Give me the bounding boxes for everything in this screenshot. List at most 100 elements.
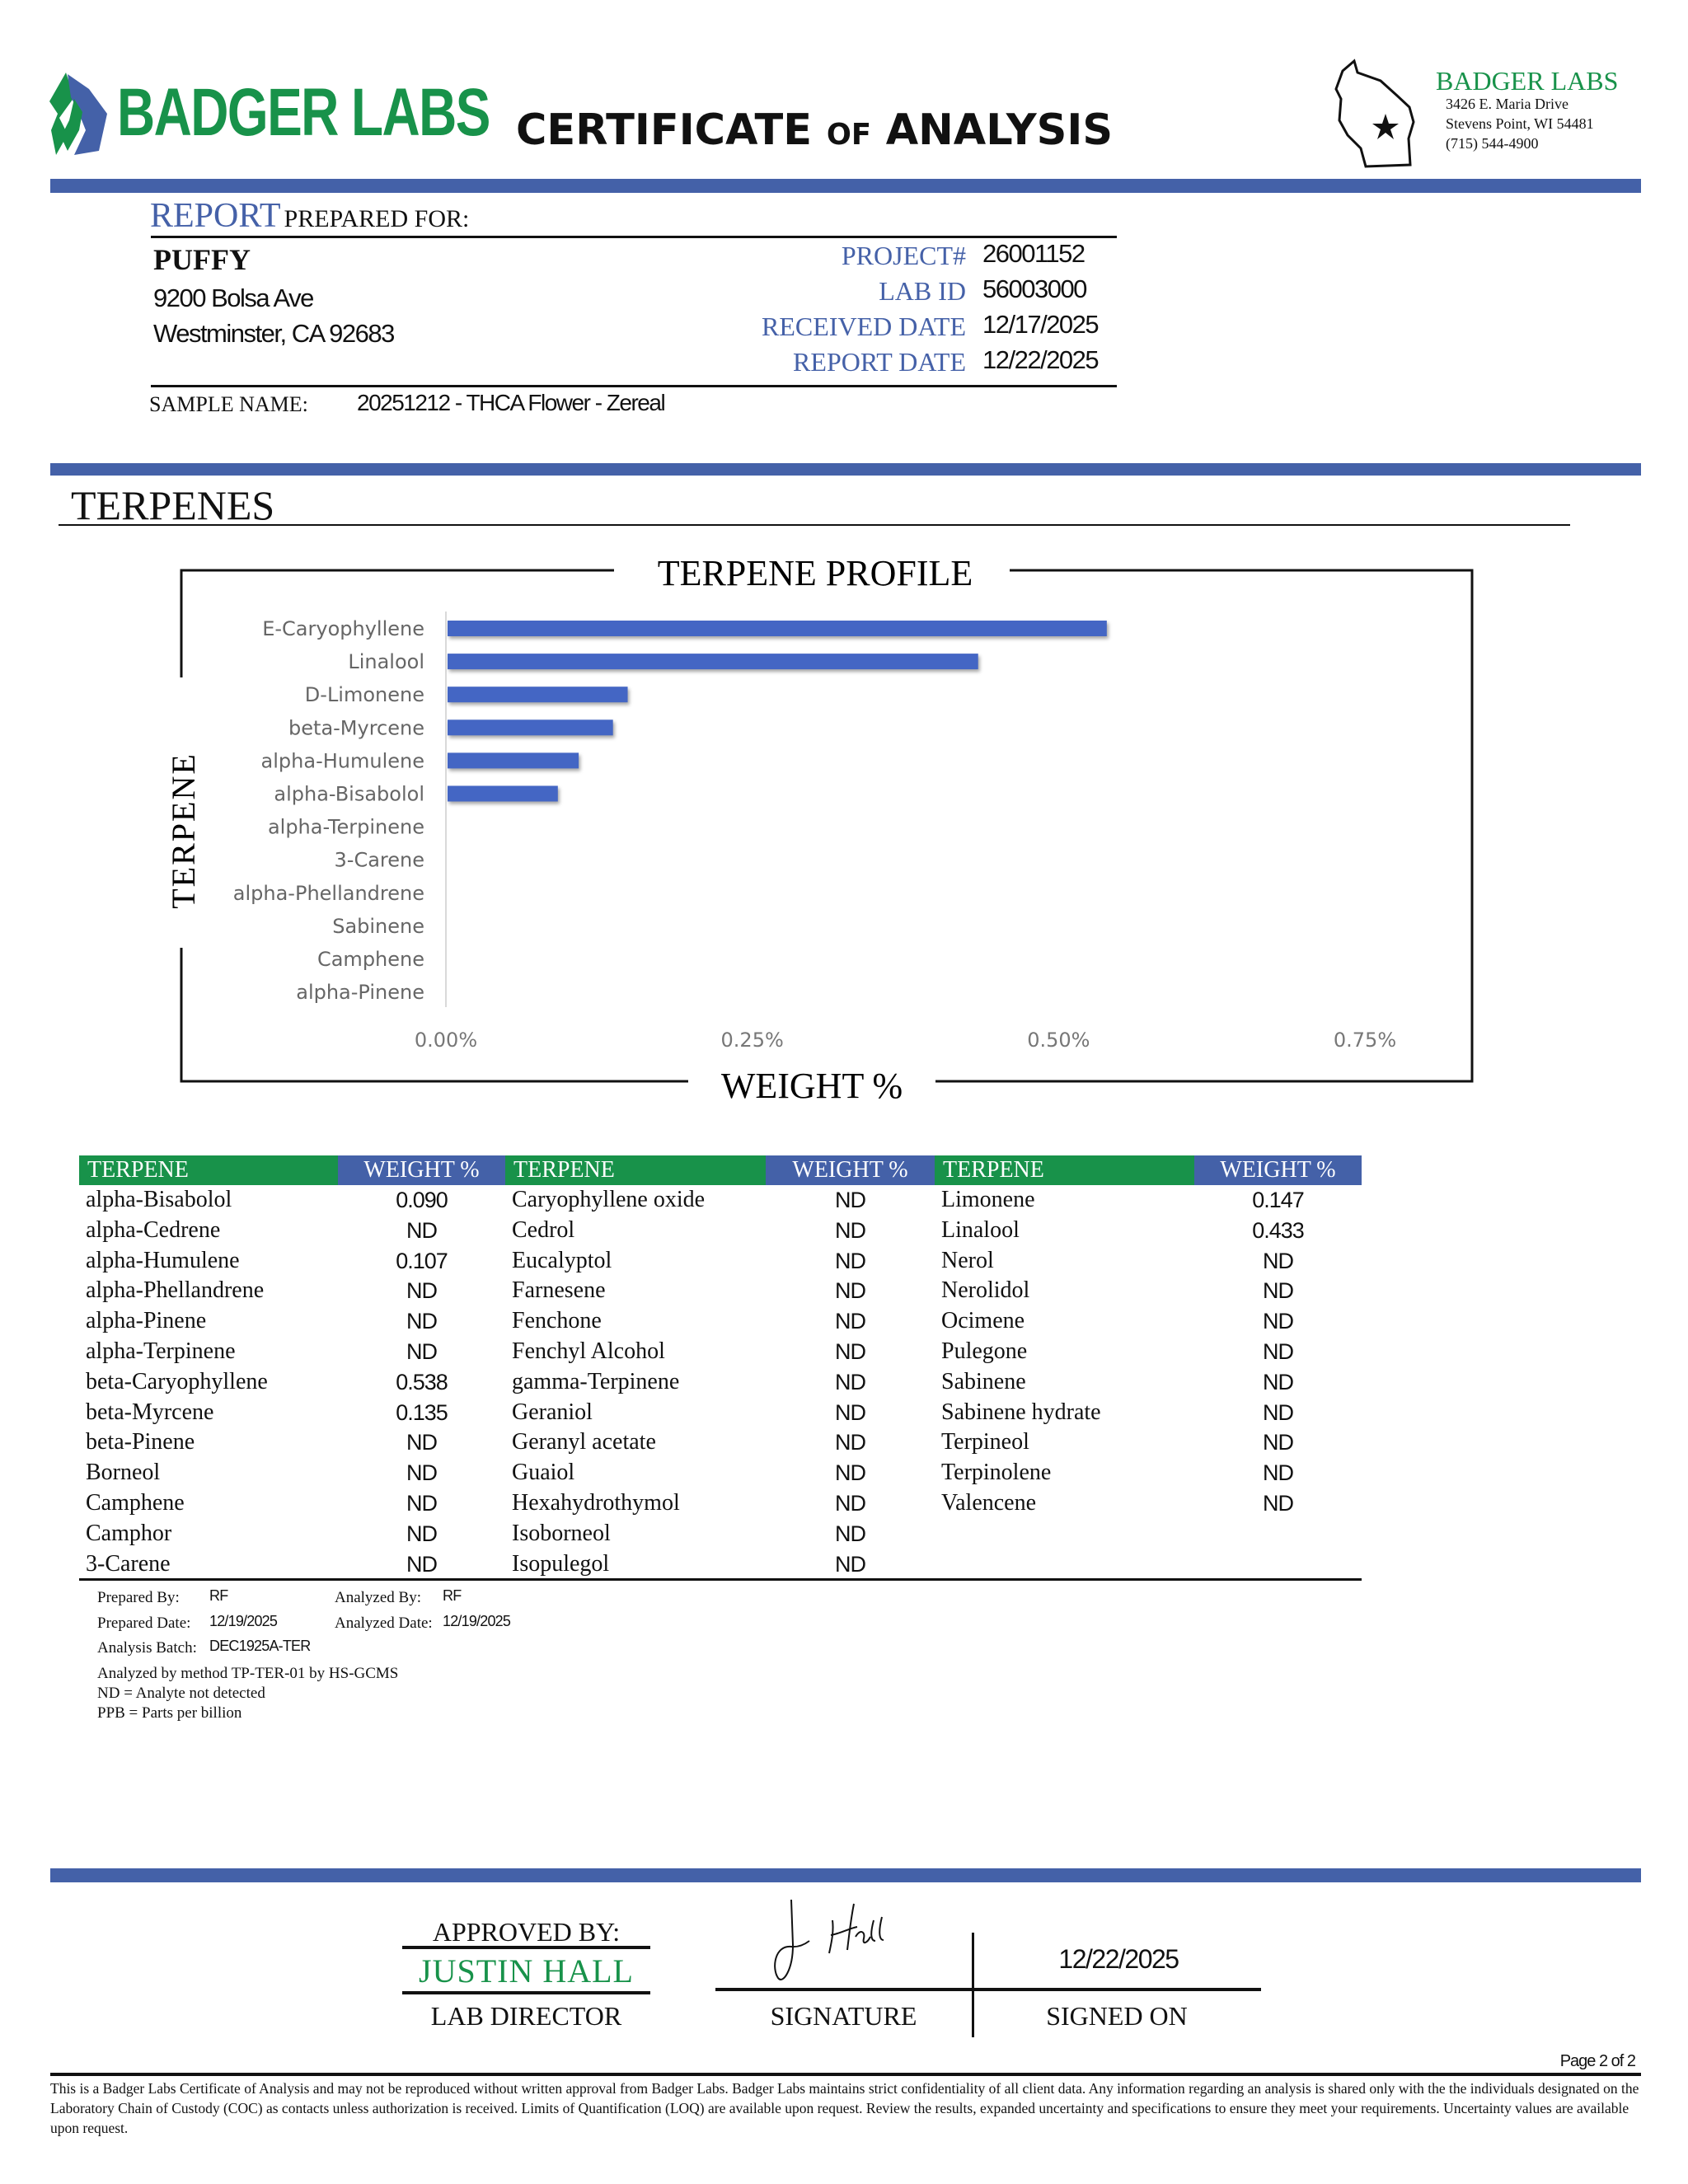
terpene-name-cell: Limonene <box>941 1187 1035 1212</box>
terpene-name-cell: Eucalyptol <box>512 1247 612 1273</box>
analysis-batch-label: Analysis Batch: <box>97 1639 197 1657</box>
terpene-name-cell: Nerol <box>941 1247 994 1273</box>
header-weight-3: WEIGHT % <box>1194 1155 1362 1185</box>
lab-name: BADGER LABS <box>1436 66 1619 96</box>
header-divider-bar <box>50 179 1641 193</box>
weight-cell: ND <box>1263 1309 1294 1334</box>
table-row: alpha-Humulene 0.107 Eucalyptol ND Nerol ND <box>79 1246 1362 1277</box>
weight-cell: ND <box>406 1309 438 1334</box>
weight-cell: ND <box>406 1490 438 1516</box>
weight-cell: 0.147 <box>1252 1188 1305 1212</box>
signed-on-label: SIGNED ON <box>1046 2001 1188 2031</box>
chart-bar <box>448 719 613 736</box>
lab-id-label: LAB ID <box>879 276 966 306</box>
weight-cell: ND <box>406 1460 438 1486</box>
table-header-row: TERPENE WEIGHT % TERPENE WEIGHT % TERPEN… <box>79 1155 1362 1185</box>
terpene-name-cell: Fenchyl Alcohol <box>512 1338 665 1364</box>
prepared-date-label: Prepared Date: <box>97 1615 191 1632</box>
chart-x-tick-label: 0.50% <box>1027 1029 1090 1052</box>
analyzed-date-value: 12/19/2025 <box>443 1613 511 1629</box>
chart-bar <box>448 687 628 703</box>
chart-category-label: alpha-Bisabolol <box>274 783 424 806</box>
weight-cell: ND <box>835 1309 866 1334</box>
terpene-name-cell: Hexahydrothymol <box>512 1489 680 1516</box>
prepared-date-value: 12/19/2025 <box>209 1613 278 1629</box>
header-terpene-1: TERPENE <box>79 1155 338 1185</box>
chart-bar <box>448 621 1107 636</box>
chart-x-axis-label: WEIGHT % <box>721 1066 903 1106</box>
terpene-name-cell: Nerolidol <box>941 1277 1030 1304</box>
weight-cell: ND <box>1263 1490 1294 1516</box>
weight-cell: ND <box>406 1521 438 1546</box>
chart-category-label: beta-Myrcene <box>288 716 424 739</box>
analyzed-date-label: Analyzed Date: <box>335 1615 433 1632</box>
chart-category-label: 3-Carene <box>335 849 424 872</box>
terpene-name-cell <box>935 1519 1194 1549</box>
terpene-name-cell: Camphene <box>86 1489 185 1516</box>
analyzed-by-value: RF <box>443 1587 462 1604</box>
chart-category-label: Sabinene <box>332 915 424 938</box>
wisconsin-map-icon <box>1334 59 1415 168</box>
weight-cell: ND <box>835 1490 866 1516</box>
chart-title: TERPENE PROFILE <box>658 553 973 593</box>
project-label: PROJECT# <box>841 241 966 270</box>
chart-category-label: alpha-Humulene <box>261 749 424 772</box>
chart-y-axis-label: TERPENE <box>165 752 202 909</box>
title-certificate: CERTIFICATE <box>516 105 813 155</box>
table-row: Camphene ND Hexahydrothymol ND Valencene ND <box>79 1488 1362 1519</box>
weight-cell: ND <box>835 1521 866 1546</box>
section-title: TERPENES <box>71 482 275 528</box>
disclaimer: This is a Badger Labs Certificate of Ana… <box>50 2080 1639 2136</box>
table-row: alpha-Terpinene ND Fenchyl Alcohol ND Pulego… <box>79 1337 1362 1367</box>
approver-role: LAB DIRECTOR <box>430 2001 622 2031</box>
weight-cell: ND <box>835 1217 866 1243</box>
terpene-name-cell: alpha-Terpinene <box>86 1338 236 1364</box>
terpene-name-cell: Borneol <box>86 1460 161 1486</box>
weight-cell: 0.135 <box>396 1399 448 1425</box>
header-weight-1: WEIGHT % <box>338 1155 505 1185</box>
client-name: PUFFY <box>153 243 251 276</box>
terpene-name-cell: alpha-Cedrene <box>86 1216 221 1243</box>
report-date-value: 12/22/2025 <box>982 345 1100 374</box>
terpene-name-cell: Geraniol <box>512 1399 593 1425</box>
chart-bar <box>448 752 579 769</box>
terpene-name-cell: Isoborneol <box>512 1520 611 1546</box>
lab-address-2: Stevens Point, WI 54481 <box>1446 115 1594 132</box>
weight-cell: ND <box>835 1430 866 1455</box>
prepared-for-word: PREPARED FOR: <box>284 205 470 232</box>
method-note: Analyzed by method TP-TER-01 by HS-GCMS <box>97 1665 399 1682</box>
table-row: beta-Pinene ND Geranyl acetate ND Terpineol N… <box>79 1427 1362 1458</box>
chart-x-tick-label: 0.75% <box>1334 1029 1396 1052</box>
terpene-name-cell: Fenchone <box>512 1308 602 1334</box>
terpene-name-cell <box>935 1549 1194 1580</box>
star-icon <box>1372 114 1399 139</box>
signature-image <box>774 1899 884 1980</box>
title-analysis: ANALYSIS <box>885 105 1114 155</box>
weight-cell: ND <box>835 1551 866 1577</box>
weight-cell: ND <box>1263 1460 1294 1486</box>
terpene-name-cell: alpha-Bisabolol <box>86 1187 232 1212</box>
weight-cell: 0.107 <box>396 1248 448 1273</box>
terpene-name-cell: 3-Carene <box>86 1550 171 1577</box>
document-title: CERTIFICATE OF ANALYSIS <box>516 105 1113 160</box>
table-row: alpha-Pinene ND Fenchone ND Ocimene ND <box>79 1306 1362 1337</box>
badger-labs-leaf-logo-icon <box>49 73 107 155</box>
approver-name: JUSTIN HALL <box>419 1952 634 1990</box>
table-row: 3-Carene ND Isopulegol ND <box>79 1549 1362 1580</box>
weight-cell: ND <box>835 1399 866 1425</box>
terpene-name-cell: Valencene <box>941 1489 1037 1516</box>
received-date-label: RECEIVED DATE <box>762 312 966 341</box>
chart-category-label: Camphene <box>317 948 424 971</box>
signed-date-value: 12/22/2025 <box>1058 1944 1179 1974</box>
table-row: alpha-Phellandrene ND Farnesene ND Nerolidol… <box>79 1276 1362 1306</box>
table-row: beta-Caryophyllene 0.538 gamma-Terpinene ND… <box>79 1367 1362 1398</box>
section-divider-bar <box>50 463 1641 476</box>
header-terpene-3: TERPENE <box>935 1155 1194 1185</box>
terpene-name-cell: gamma-Terpinene <box>512 1368 680 1394</box>
nd-note: ND = Analyte not detected <box>97 1685 265 1702</box>
sample-name-value: 20251212 - THCA Flower - Zereal <box>357 390 666 415</box>
approval-divider-bar <box>50 1868 1641 1882</box>
terpene-name-cell: Caryophyllene oxide <box>512 1187 706 1212</box>
weight-cell: 0.090 <box>396 1188 448 1212</box>
terpene-name-cell: Ocimene <box>941 1308 1025 1334</box>
